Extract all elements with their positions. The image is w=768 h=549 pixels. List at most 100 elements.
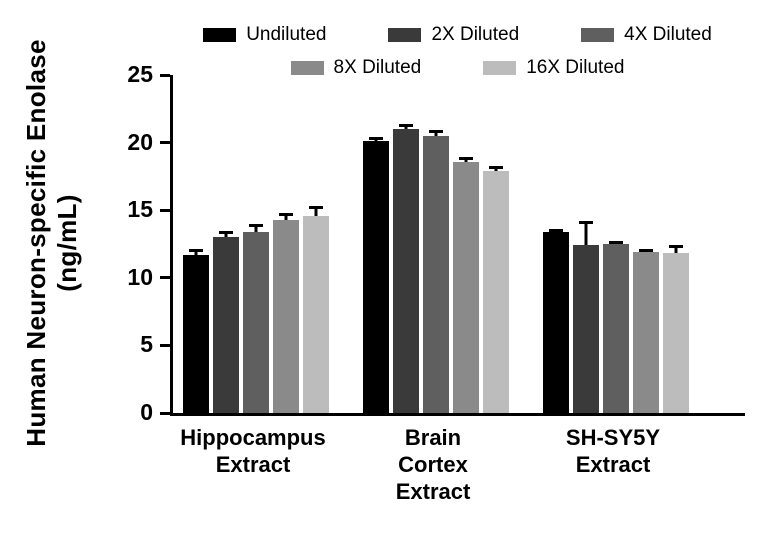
x-axis-labels: Hippocampus Extract Brain Cortex Extract SH-S… bbox=[170, 424, 742, 534]
x-axis-category-label-line: Extract bbox=[395, 479, 471, 504]
legend-label: 8X Diluted bbox=[333, 57, 422, 78]
error-bar-cap bbox=[669, 245, 683, 249]
legend-item: 16X Diluted bbox=[483, 57, 624, 79]
bar bbox=[303, 206, 329, 413]
bar bbox=[543, 229, 569, 413]
legend-item: 2X Diluted bbox=[388, 24, 519, 46]
error-bar bbox=[369, 137, 383, 142]
bar bbox=[453, 157, 479, 413]
bar bbox=[273, 212, 299, 413]
legend-label: 4X Diluted bbox=[624, 24, 712, 45]
legend-row-1: Undiluted 2X Diluted 4X Diluted bbox=[175, 24, 740, 46]
y-axis-tick-label: 5 bbox=[140, 331, 153, 358]
legend-swatch-icon bbox=[483, 61, 517, 75]
plot-area: 0 5 10 15 20 25 bbox=[127, 61, 745, 425]
legend-swatch-icon bbox=[203, 28, 237, 42]
bar-group-1 bbox=[183, 75, 329, 413]
x-axis-category-label-line: Cortex bbox=[398, 452, 468, 477]
bar bbox=[423, 130, 449, 413]
error-bar-cap bbox=[489, 165, 503, 169]
legend-item: Undiluted bbox=[203, 24, 326, 46]
bar bbox=[603, 241, 629, 413]
error-bar bbox=[459, 157, 473, 162]
bar bbox=[213, 230, 239, 413]
x-axis-category-label: Hippocampus Extract bbox=[180, 424, 325, 478]
legend-item: 4X Diluted bbox=[581, 24, 712, 46]
bar bbox=[573, 221, 599, 413]
error-bar bbox=[579, 221, 593, 246]
legend-swatch-icon bbox=[388, 28, 422, 42]
error-bar-cap bbox=[399, 123, 413, 127]
error-bar-line bbox=[584, 221, 588, 246]
error-bar bbox=[669, 245, 683, 254]
bar bbox=[243, 223, 269, 413]
error-bar bbox=[249, 223, 263, 232]
error-bar-cap bbox=[219, 230, 233, 234]
y-axis-tick-label: 20 bbox=[127, 128, 153, 155]
x-axis-category-label-line: Hippocampus bbox=[180, 425, 326, 450]
error-bar-cap bbox=[279, 212, 293, 216]
error-bar-cap bbox=[249, 223, 263, 227]
y-axis-title-line2: (ng/mL) bbox=[52, 194, 82, 292]
error-bar-line bbox=[674, 245, 678, 254]
error-bar-cap bbox=[429, 130, 443, 134]
y-axis-tick bbox=[160, 141, 170, 145]
error-bar-line bbox=[224, 230, 228, 238]
bar bbox=[663, 245, 689, 413]
legend-item: 8X Diluted bbox=[290, 57, 422, 79]
y-axis-title-line1: Human Neuron-specific Enolase bbox=[21, 39, 51, 447]
legend-label: 2X Diluted bbox=[431, 24, 520, 45]
error-bar bbox=[219, 230, 233, 238]
y-axis-tick bbox=[160, 73, 170, 77]
legend-swatch-icon bbox=[290, 61, 324, 75]
chart-legend: Undiluted 2X Diluted 4X Diluted 8X Diluted 1… bbox=[175, 24, 740, 79]
bar-groups bbox=[173, 75, 745, 413]
error-bar-cap bbox=[309, 206, 323, 210]
y-axis-tick-label: 0 bbox=[140, 399, 153, 425]
x-axis-category-label-line: SH-SY5Y bbox=[565, 425, 661, 450]
y-axis-tick bbox=[160, 343, 170, 347]
error-bar-cap bbox=[189, 249, 203, 253]
error-bar-cap bbox=[609, 241, 623, 245]
x-axis-category-label-line: Extract bbox=[575, 452, 651, 477]
error-bar-cap bbox=[459, 157, 473, 161]
bar bbox=[393, 123, 419, 413]
y-axis-tick-label: 25 bbox=[127, 61, 153, 87]
error-bar-line bbox=[314, 206, 318, 216]
bar bbox=[183, 249, 209, 413]
error-bar bbox=[309, 206, 323, 216]
error-bar bbox=[609, 241, 623, 245]
bar bbox=[483, 165, 509, 413]
y-axis-tick bbox=[160, 208, 170, 212]
y-axis-tick bbox=[160, 276, 170, 280]
error-bar-cap bbox=[639, 249, 653, 253]
error-bar-cap bbox=[579, 221, 593, 225]
error-bar bbox=[429, 130, 443, 136]
error-bar-cap bbox=[369, 137, 383, 141]
bar-group-2 bbox=[363, 75, 509, 413]
legend-label: 16X Diluted bbox=[526, 57, 625, 78]
bar-group-3 bbox=[543, 75, 689, 413]
error-bar bbox=[189, 249, 203, 255]
error-bar bbox=[399, 123, 413, 130]
legend-label: Undiluted bbox=[246, 24, 327, 45]
y-axis-tick-label: 10 bbox=[127, 263, 153, 290]
error-bar-line bbox=[284, 212, 288, 220]
x-axis-category-label: SH-SY5Y Extract bbox=[566, 424, 660, 478]
y-axis-tick-label: 15 bbox=[127, 196, 153, 223]
error-bar bbox=[279, 212, 293, 220]
x-axis-category-label-line: Brain bbox=[404, 425, 462, 450]
legend-swatch-icon bbox=[581, 28, 615, 42]
y-axis-tick bbox=[160, 411, 170, 415]
y-axis-title: Human Neuron-specific Enolase (ng/mL) bbox=[21, 39, 83, 446]
x-axis-category-label-line: Extract bbox=[215, 452, 291, 477]
error-bar bbox=[549, 229, 563, 233]
legend-row-2: 8X Diluted 16X Diluted bbox=[175, 57, 740, 79]
error-bar-line bbox=[254, 223, 258, 232]
x-axis-category-label: Brain Cortex Extract bbox=[396, 424, 471, 505]
error-bar bbox=[489, 165, 503, 171]
bar bbox=[633, 249, 659, 413]
bar bbox=[363, 137, 389, 413]
error-bar bbox=[639, 249, 653, 253]
